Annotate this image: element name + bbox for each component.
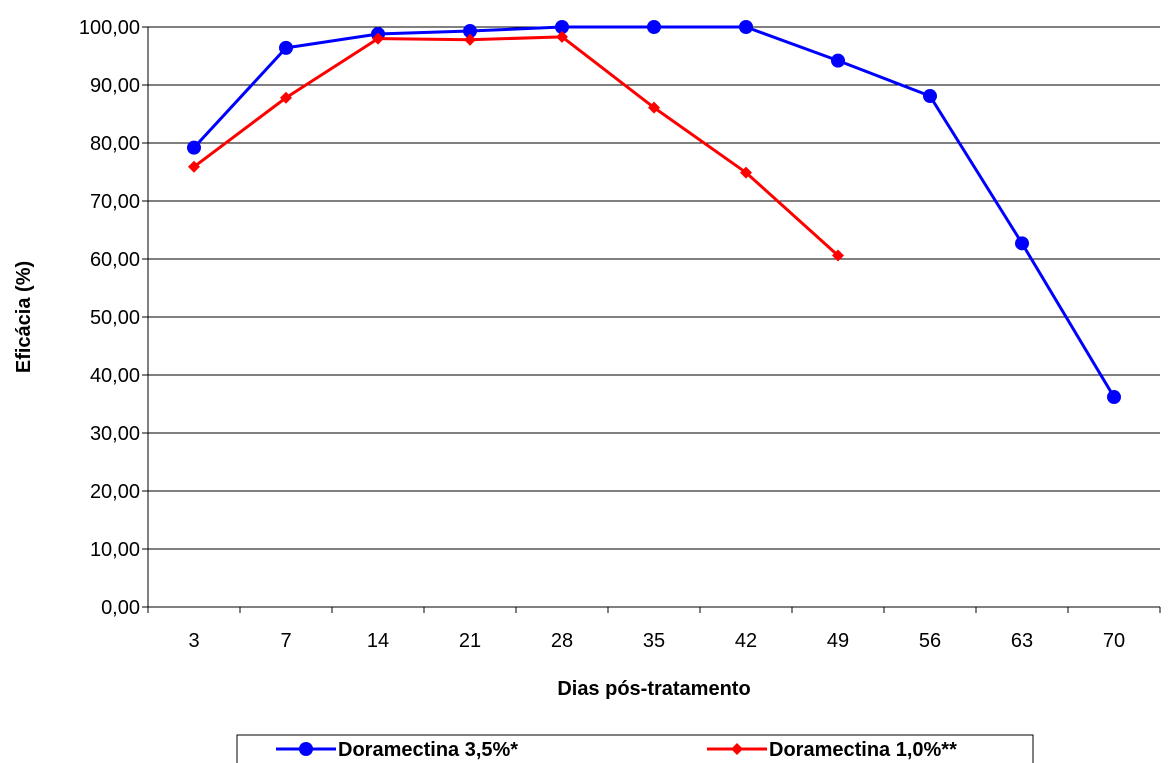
data-point <box>188 160 200 173</box>
data-point <box>556 30 568 43</box>
x-tick-label: 3 <box>188 630 199 652</box>
x-tick-label: 14 <box>367 630 389 652</box>
series-layer <box>187 20 1121 405</box>
y-tick-label: 80,00 <box>90 133 140 155</box>
x-tick-label: 56 <box>919 630 941 652</box>
series-2 <box>188 30 844 262</box>
y-tick-label: 10,00 <box>90 539 140 561</box>
x-tick-label: 21 <box>459 630 481 652</box>
data-point <box>648 101 660 114</box>
legend-box <box>236 734 1034 763</box>
x-tick-label: 35 <box>643 630 665 652</box>
series-line <box>193 35 840 257</box>
data-point <box>464 33 476 46</box>
data-point <box>463 24 477 39</box>
legend-label: Doramectina 3,5%* <box>338 739 518 761</box>
legend-marker <box>731 743 743 755</box>
data-point <box>647 20 661 34</box>
legend-marker <box>299 742 313 756</box>
y-tick-label: 40,00 <box>90 365 140 387</box>
data-point <box>1107 390 1121 405</box>
data-point <box>279 40 293 55</box>
data-point <box>831 53 845 68</box>
series-line <box>192 25 1116 398</box>
data-point <box>740 166 752 179</box>
data-point <box>832 249 844 262</box>
data-point <box>187 140 201 155</box>
y-tick-label: 100,00 <box>79 17 140 39</box>
y-axis-ticks: 0,00 10,00 20,00 30,00 40,00 50,00 60,00 70,00 8… <box>79 17 148 619</box>
y-tick-label: 70,00 <box>90 191 140 213</box>
legend: Doramectina 3,5%* Doramectina 1,0%** <box>236 734 1034 763</box>
data-point <box>555 20 569 34</box>
y-tick-label: 30,00 <box>90 423 140 445</box>
x-tick-label: 7 <box>280 630 291 652</box>
y-tick-label: 20,00 <box>90 481 140 503</box>
legend-label: Doramectina 1,0%** <box>769 739 957 761</box>
y-tick-label: 0,00 <box>101 597 140 619</box>
gridlines <box>148 26 1160 550</box>
y-tick-label: 60,00 <box>90 249 140 271</box>
x-axis-ticks: 3 7 14 21 28 35 42 49 56 63 70 <box>147 607 1161 652</box>
y-axis-title: Eficácia (%) <box>13 261 35 373</box>
x-tick-label: 63 <box>1011 630 1033 652</box>
series-1 <box>187 20 1121 405</box>
y-tick-label: 90,00 <box>90 75 140 97</box>
x-tick-label: 49 <box>827 630 849 652</box>
y-tick-label: 50,00 <box>90 307 140 329</box>
data-point <box>739 20 753 34</box>
x-tick-label: 42 <box>735 630 757 652</box>
data-point <box>372 32 384 45</box>
data-point <box>280 91 292 104</box>
data-point <box>923 89 937 104</box>
data-point <box>1015 236 1029 251</box>
x-tick-label: 70 <box>1103 630 1125 652</box>
x-tick-label: 28 <box>551 630 573 652</box>
x-axis-title: Dias pós-tratamento <box>557 678 750 700</box>
